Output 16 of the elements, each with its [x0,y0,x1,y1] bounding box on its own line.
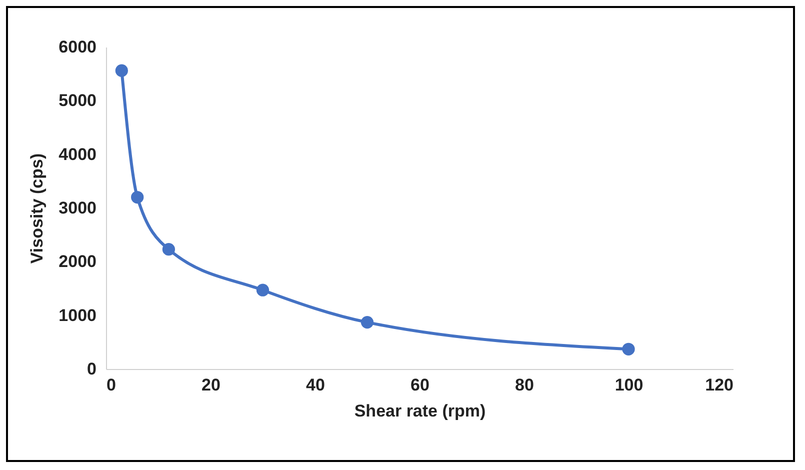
y-tick-label: 1000 [58,306,96,325]
y-tick-label: 3000 [58,198,96,218]
x-tick-label: 60 [410,376,430,394]
y-axis-title: Visosity (cps) [28,153,47,264]
x-axis-title: Shear rate (rpm) [354,402,486,420]
x-tick-label: 40 [306,376,325,394]
x-tick-label: 100 [614,376,644,394]
y-tick-label: 6000 [58,38,96,56]
y-tick-label: 5000 [58,91,96,110]
y-tick-label: 2000 [58,252,96,272]
x-tick-label: 20 [202,376,220,394]
x-tick-label: 120 [705,376,734,394]
x-tick-label: 80 [515,376,534,394]
y-tick-label: 4000 [58,144,96,164]
x-tick-label: 0 [106,376,116,394]
y-tick-label: 0 [87,360,96,378]
